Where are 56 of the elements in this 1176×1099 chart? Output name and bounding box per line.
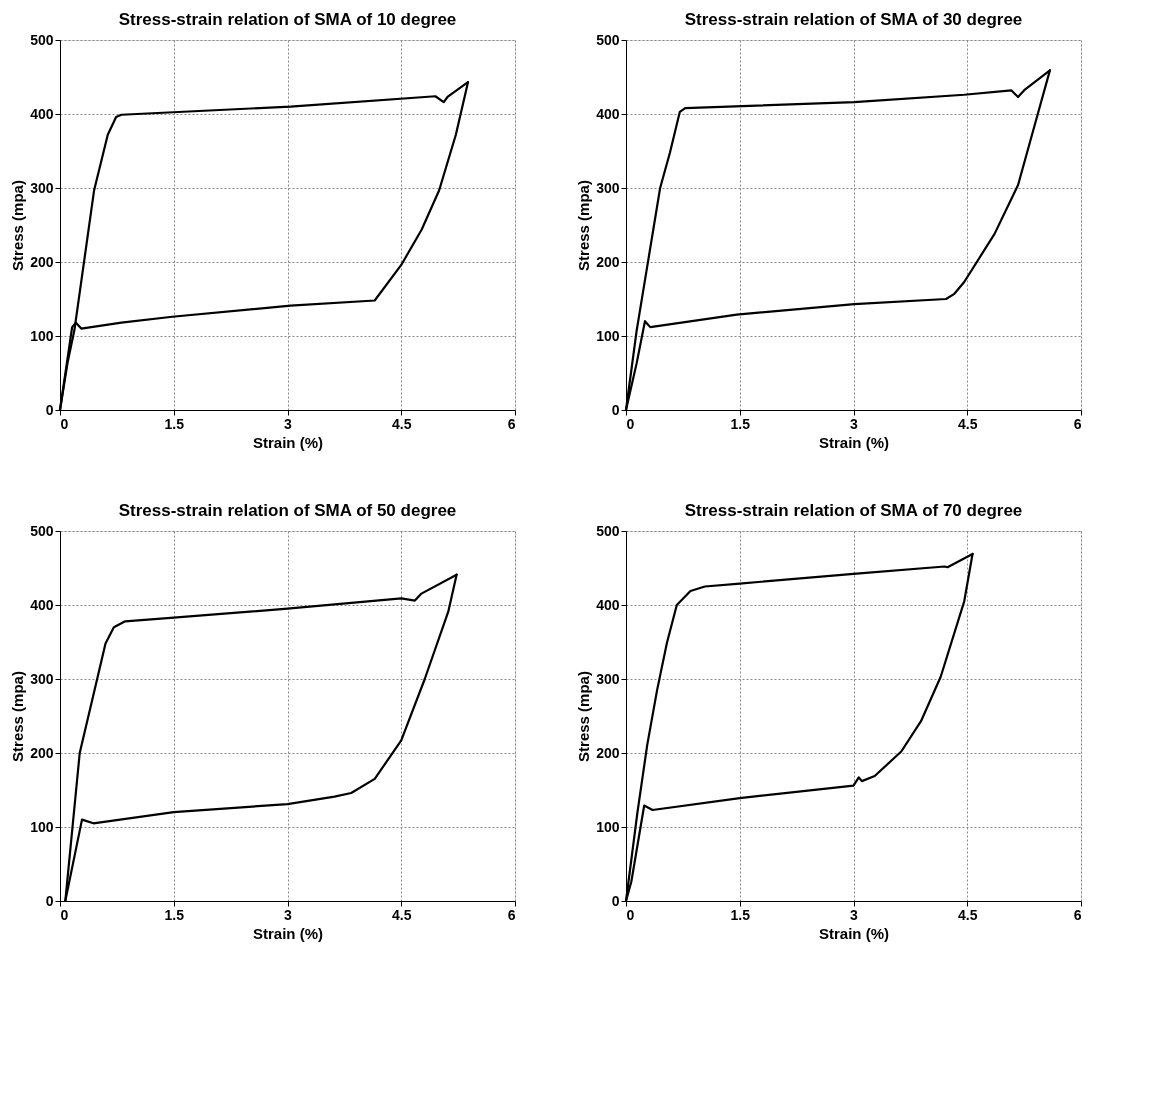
y-axis-title: Stress (mpa) xyxy=(9,671,27,762)
y-axis-title: Stress (mpa) xyxy=(9,180,27,271)
x-axis-title: Strain (%) xyxy=(818,433,890,451)
y-tick-label: 0 xyxy=(45,892,54,909)
y-tick-label: 400 xyxy=(30,105,54,122)
x-tick-label: 0 xyxy=(60,906,69,923)
x-tick-label: 0 xyxy=(60,415,69,432)
y-tick-label: 0 xyxy=(611,401,620,418)
y-tick-label: 400 xyxy=(596,596,620,613)
x-tick-label: 6 xyxy=(1073,906,1082,923)
y-tick-label: 400 xyxy=(30,596,54,613)
x-tick-label: 3 xyxy=(284,415,293,432)
x-tick-label: 3 xyxy=(284,906,293,923)
y-tick-label: 0 xyxy=(611,892,620,909)
x-tick-label: 1.5 xyxy=(164,415,185,432)
y-tick-label: 100 xyxy=(30,818,54,835)
x-tick-label: 0 xyxy=(626,906,635,923)
y-tick-label: 300 xyxy=(30,179,54,196)
x-axis-title: Strain (%) xyxy=(252,924,324,942)
x-tick-label: 4.5 xyxy=(958,906,978,923)
y-axis-title: Stress (mpa) xyxy=(575,180,593,271)
x-tick-label: 4.5 xyxy=(958,415,978,432)
y-tick-label: 200 xyxy=(596,744,620,761)
y-tick-label: 100 xyxy=(30,327,54,344)
y-tick-label: 300 xyxy=(596,670,620,687)
y-tick-label: 300 xyxy=(30,670,54,687)
y-tick-label: 200 xyxy=(30,253,54,270)
y-tick-label: 100 xyxy=(596,818,620,835)
y-tick-label: 500 xyxy=(596,522,620,539)
x-tick-label: 3 xyxy=(850,906,859,923)
chart-title: Stress-strain relation of SMA of 10 degree xyxy=(118,10,457,29)
x-tick-label: 6 xyxy=(507,415,516,432)
y-axis-title: Stress (mpa) xyxy=(575,671,593,762)
y-tick-label: 500 xyxy=(30,522,54,539)
y-tick-label: 200 xyxy=(596,253,620,270)
chart-title: Stress-strain relation of SMA of 30 degree xyxy=(684,10,1023,29)
x-axis-title: Strain (%) xyxy=(818,924,890,942)
x-tick-label: 3 xyxy=(850,415,859,432)
x-tick-label: 1.5 xyxy=(164,906,185,923)
y-tick-label: 400 xyxy=(596,105,620,122)
y-tick-label: 500 xyxy=(596,31,620,48)
x-tick-label: 6 xyxy=(1073,415,1082,432)
x-tick-label: 4.5 xyxy=(392,415,412,432)
chart-title: Stress-strain relation of SMA of 70 degree xyxy=(684,501,1023,520)
x-tick-label: 1.5 xyxy=(730,415,751,432)
x-axis-title: Strain (%) xyxy=(252,433,324,451)
x-tick-label: 1.5 xyxy=(730,906,751,923)
x-tick-label: 4.5 xyxy=(392,906,412,923)
y-tick-label: 0 xyxy=(45,401,54,418)
y-tick-label: 200 xyxy=(30,744,54,761)
x-tick-label: 0 xyxy=(626,415,635,432)
y-tick-label: 300 xyxy=(596,179,620,196)
x-tick-label: 6 xyxy=(507,906,516,923)
y-tick-label: 100 xyxy=(596,327,620,344)
chart-title: Stress-strain relation of SMA of 50 degree xyxy=(118,501,457,520)
y-tick-label: 500 xyxy=(30,31,54,48)
